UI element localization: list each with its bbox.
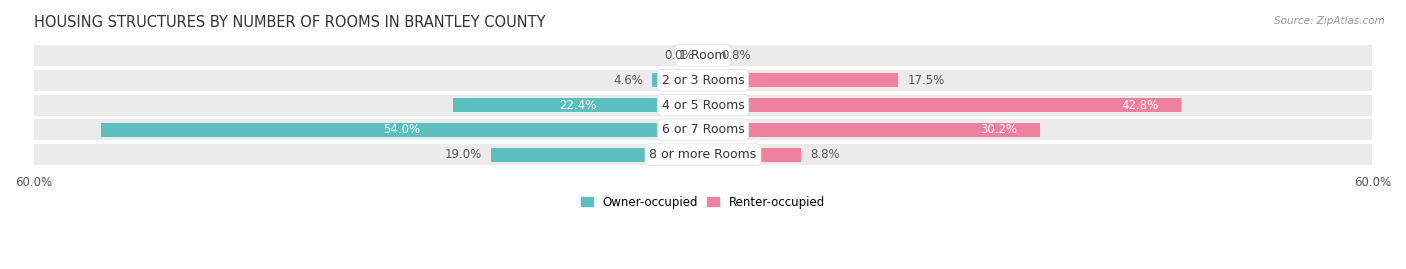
Bar: [703, 49, 711, 62]
Bar: [703, 98, 1181, 112]
Text: Source: ZipAtlas.com: Source: ZipAtlas.com: [1274, 16, 1385, 26]
Legend: Owner-occupied, Renter-occupied: Owner-occupied, Renter-occupied: [581, 196, 825, 209]
Text: 0.0%: 0.0%: [665, 49, 695, 62]
Text: 22.4%: 22.4%: [560, 99, 596, 112]
Text: 1 Room: 1 Room: [679, 49, 727, 62]
Bar: [34, 144, 1372, 165]
Bar: [651, 73, 703, 87]
Bar: [34, 119, 1372, 140]
Bar: [100, 123, 703, 137]
Text: 8.8%: 8.8%: [810, 148, 839, 161]
Text: 19.0%: 19.0%: [444, 148, 482, 161]
Text: HOUSING STRUCTURES BY NUMBER OF ROOMS IN BRANTLEY COUNTY: HOUSING STRUCTURES BY NUMBER OF ROOMS IN…: [34, 15, 546, 30]
Bar: [491, 148, 703, 162]
Bar: [703, 123, 1040, 137]
Bar: [703, 148, 801, 162]
Text: 17.5%: 17.5%: [907, 74, 945, 87]
Text: 6 or 7 Rooms: 6 or 7 Rooms: [662, 123, 744, 136]
Bar: [453, 98, 703, 112]
Text: 42.8%: 42.8%: [1121, 99, 1159, 112]
Bar: [34, 70, 1372, 91]
Text: 2 or 3 Rooms: 2 or 3 Rooms: [662, 74, 744, 87]
Text: 30.2%: 30.2%: [980, 123, 1018, 136]
Text: 54.0%: 54.0%: [384, 123, 420, 136]
Bar: [34, 95, 1372, 116]
Text: 4 or 5 Rooms: 4 or 5 Rooms: [662, 99, 744, 112]
Text: 8 or more Rooms: 8 or more Rooms: [650, 148, 756, 161]
Text: 4.6%: 4.6%: [613, 74, 643, 87]
Bar: [703, 73, 898, 87]
Text: 0.8%: 0.8%: [721, 49, 751, 62]
Bar: [34, 45, 1372, 66]
